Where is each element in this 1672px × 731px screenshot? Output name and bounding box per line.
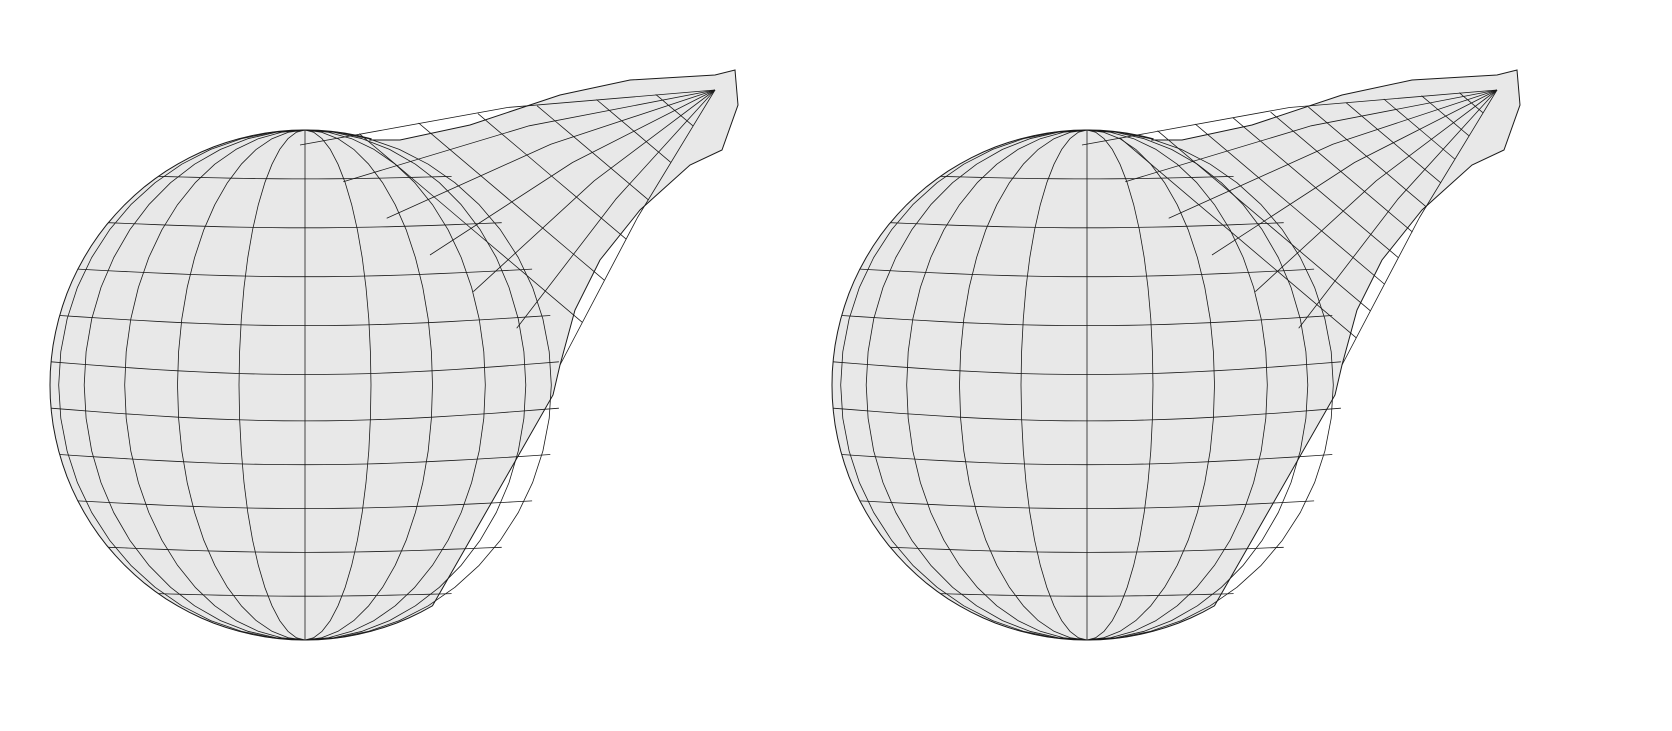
- mesh-edge: [1086, 129, 1268, 641]
- mesh-edge: [177, 129, 306, 641]
- mesh-edge: [304, 129, 552, 641]
- mesh-edge: [304, 129, 527, 641]
- mesh-edge: [865, 129, 1088, 641]
- left-panel-coarse-mesh: [49, 69, 739, 641]
- surface-fill: [832, 70, 1520, 640]
- mesh-edge: [840, 129, 1088, 641]
- mesh-edge: [299, 89, 716, 146]
- mesh-edge: [1081, 89, 1498, 146]
- surface-outline: [49, 69, 739, 641]
- mesh-edge: [1255, 89, 1498, 292]
- surface-fill: [50, 70, 738, 640]
- mesh-edge: [906, 129, 1088, 641]
- mesh-edge: [418, 122, 605, 281]
- mesh-edge: [959, 129, 1088, 641]
- mesh-edge: [1020, 129, 1088, 641]
- right-panel-refined-mesh: [831, 69, 1521, 641]
- mesh-edge: [1157, 130, 1371, 312]
- mesh-edge: [83, 129, 306, 641]
- mesh-edge: [238, 129, 306, 641]
- mesh-edge: [1383, 98, 1455, 160]
- mesh-edge: [343, 89, 716, 183]
- mesh-edge: [1086, 129, 1334, 641]
- mesh-edge: [473, 89, 716, 292]
- mesh-edge: [1125, 89, 1498, 183]
- mesh-edge: [1459, 92, 1484, 114]
- mesh-edge: [1345, 102, 1441, 184]
- mesh-edge: [1308, 106, 1427, 208]
- surface-outline: [831, 69, 1521, 641]
- mesh-edge: [536, 105, 649, 201]
- mesh-edge: [1119, 137, 1357, 339]
- mesh-edge: [1232, 117, 1399, 259]
- mesh-edge: [1341, 89, 1498, 366]
- mesh-edge: [1168, 89, 1498, 219]
- mesh-edge: [596, 99, 671, 163]
- mesh-edge: [477, 113, 627, 240]
- mesh-edge: [1086, 129, 1154, 641]
- mesh-edge: [1270, 111, 1413, 233]
- mesh-edge: [1194, 123, 1385, 285]
- mesh-edge: [1211, 89, 1498, 256]
- mesh-edge: [124, 129, 306, 641]
- mesh-edge: [304, 129, 372, 641]
- mesh-edge: [359, 133, 583, 323]
- mesh-edge: [304, 129, 433, 641]
- mesh-edge: [386, 89, 716, 219]
- mesh-edge: [516, 89, 716, 329]
- mesh-edge: [559, 89, 716, 366]
- mesh-neck-lines: [1081, 89, 1498, 366]
- mesh-neck-lines: [299, 89, 716, 366]
- mesh-edge: [655, 94, 694, 127]
- mesh-edge: [429, 89, 716, 256]
- mesh-edge: [58, 129, 306, 641]
- mesh-edge: [1298, 89, 1498, 329]
- mesh-edge: [1421, 95, 1470, 137]
